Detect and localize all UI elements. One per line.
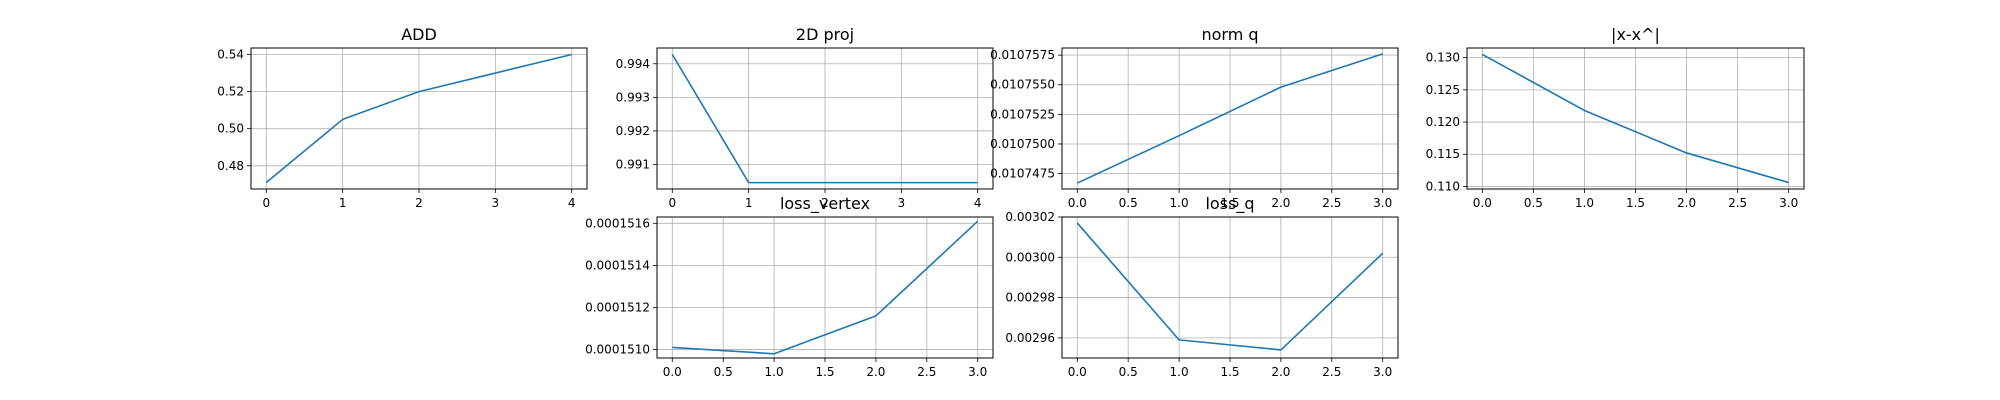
x-tick-label: 2.0 <box>1271 365 1290 379</box>
x-tick-label: 1 <box>339 196 347 210</box>
x-tick-label: 0.0 <box>1068 196 1087 210</box>
y-tick-label: 0.0107475 <box>990 167 1055 181</box>
x-tick-label: 4 <box>568 196 576 210</box>
y-tick-label: 0.52 <box>217 85 244 99</box>
y-tick-label: 0.50 <box>217 122 244 136</box>
x-tick-label: 3.0 <box>1373 365 1392 379</box>
panel-3: 0.0 0.5 1.0 1.5 2.0 2.5 3.0 0.110 0.115 0.120 0.12… <box>1426 25 1805 210</box>
y-tick-label: 0.110 <box>1426 179 1460 193</box>
x-tick-label: 0.5 <box>1524 196 1543 210</box>
y-tick-label: 0.130 <box>1426 51 1460 65</box>
series-line <box>1481 53 1789 184</box>
y-tick-label: 0.993 <box>616 90 650 104</box>
y-tick-label: 0.994 <box>616 57 650 71</box>
x-tick-label: 2.0 <box>1677 196 1696 210</box>
x-tick-label: 1.5 <box>1220 365 1239 379</box>
y-tick-label: 0.0107575 <box>990 48 1055 62</box>
y-tick-label: 0.0107525 <box>990 107 1055 121</box>
x-tick-label: 1.0 <box>1575 196 1594 210</box>
y-tick-label: 0.0107500 <box>990 137 1055 151</box>
x-tick-label: 1.5 <box>1220 196 1239 210</box>
x-tick-label: 2.5 <box>1322 365 1341 379</box>
chart-title: norm q <box>1201 25 1258 44</box>
y-tick-label: 0.992 <box>616 124 650 138</box>
x-tick-label: 0.0 <box>1068 365 1087 379</box>
chart-title: loss_vertex <box>780 194 870 214</box>
panel-0: 0 1 2 3 4 0.48 0.50 0.52 0.54 ADD <box>217 25 588 210</box>
panel-2: 0.0 0.5 1.0 1.5 2.0 2.5 3.0 0.0107475 0.0107500 0… <box>990 25 1399 210</box>
y-tick-label: 0.48 <box>217 159 244 173</box>
y-tick-label: 0.00302 <box>1005 210 1055 224</box>
y-tick-label: 0.0001514 <box>585 258 650 272</box>
x-tick-label: 0.5 <box>1119 365 1138 379</box>
y-tick-label: 0.0107550 <box>990 78 1055 92</box>
x-tick-label: 1.0 <box>765 365 784 379</box>
x-tick-label: 0.0 <box>1473 196 1492 210</box>
y-tick-label: 0.0001510 <box>585 343 650 357</box>
axes-frame <box>656 47 994 190</box>
series-line <box>672 220 979 355</box>
y-tick-label: 0.00296 <box>1005 331 1055 345</box>
x-tick-label: 2 <box>415 196 423 210</box>
x-tick-label: 3 <box>492 196 500 210</box>
y-tick-label: 0.00298 <box>1005 291 1055 305</box>
x-tick-label: 3.0 <box>968 365 987 379</box>
axes-frame <box>250 47 588 190</box>
x-tick-label: 2.5 <box>917 365 936 379</box>
x-tick-label: 2.0 <box>866 365 885 379</box>
x-tick-label: 0 <box>262 196 270 210</box>
x-tick-label: 1 <box>745 196 753 210</box>
x-tick-label: 3 <box>898 196 906 210</box>
y-tick-label: 0.00300 <box>1005 250 1055 264</box>
y-tick-label: 0.120 <box>1426 115 1460 129</box>
axes-frame <box>1061 47 1399 190</box>
x-tick-label: 2.5 <box>1322 196 1341 210</box>
y-tick-label: 0.54 <box>217 47 244 61</box>
x-tick-label: 2.0 <box>1271 196 1290 210</box>
chart-title: loss_q <box>1205 194 1254 214</box>
x-tick-label: 2 <box>821 196 829 210</box>
panel-5: 0.0 0.5 1.0 1.5 2.0 2.5 3.0 0.00296 0.00298 0.003… <box>1005 194 1399 379</box>
series-line <box>1076 222 1384 351</box>
y-tick-label: 0.0001512 <box>585 300 650 314</box>
x-tick-label: 1.5 <box>1626 196 1645 210</box>
x-tick-label: 1.0 <box>1170 365 1189 379</box>
axes-frame <box>1061 216 1399 359</box>
y-tick-label: 0.125 <box>1426 83 1460 97</box>
x-tick-label: 4 <box>974 196 982 210</box>
x-tick-label: 0.5 <box>1119 196 1138 210</box>
series-line <box>1076 53 1383 184</box>
y-tick-label: 0.991 <box>616 157 650 171</box>
chart-title: 2D proj <box>796 25 854 44</box>
axes-frame <box>1466 47 1805 190</box>
x-tick-label: 0.5 <box>714 365 733 379</box>
x-tick-label: 2.5 <box>1728 196 1747 210</box>
chart-title: |x-x^| <box>1611 25 1660 44</box>
chart-title: ADD <box>401 25 437 44</box>
x-tick-label: 3.0 <box>1373 196 1392 210</box>
axes-frame <box>656 216 994 359</box>
x-tick-label: 3.0 <box>1779 196 1798 210</box>
y-tick-label: 0.115 <box>1426 147 1460 161</box>
x-tick-label: 1.0 <box>1170 196 1189 210</box>
panel-4: 0.0 0.5 1.0 1.5 2.0 2.5 3.0 0.0001510 0.0001512 0… <box>585 194 994 379</box>
x-tick-label: 0.0 <box>663 365 682 379</box>
y-tick-label: 0.0001516 <box>585 216 650 230</box>
panel-1: 0 1 2 3 4 0.991 0.992 0.993 0.994 2D proj <box>616 25 994 210</box>
x-tick-label: 1.5 <box>815 365 834 379</box>
x-tick-label: 0 <box>668 196 676 210</box>
